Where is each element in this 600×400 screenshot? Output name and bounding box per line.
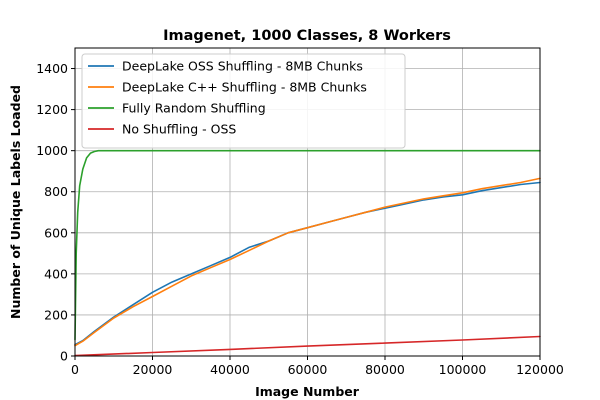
- legend-label: Fully Random Shuffling: [122, 101, 266, 116]
- y-axis-label: Number of Unique Labels Loaded: [8, 85, 23, 319]
- x-tick-label: 100000: [439, 362, 487, 377]
- y-tick-label: 1200: [36, 102, 68, 117]
- x-tick-label: 80000: [365, 362, 405, 377]
- series-layer: [74, 149, 541, 357]
- legend-label: No Shuffling - OSS: [122, 122, 236, 137]
- legend: DeepLake OSS Shuffling - 8MB Chunks DeepL…: [81, 53, 406, 149]
- y-tick-label: 800: [44, 184, 68, 199]
- y-tick-label: 0: [60, 349, 68, 364]
- x-tick-label: 20000: [133, 362, 173, 377]
- legend-label: DeepLake C++ Shuffling - 8MB Chunks: [122, 80, 367, 95]
- axis-ticks: 0 20000 40000 60000 80000 100000 120000 0 200 400…: [36, 61, 564, 377]
- series-line-3: [74, 335, 541, 357]
- x-tick-label: 120000: [516, 362, 564, 377]
- y-tick-label: 1000: [36, 143, 68, 158]
- chart-title: Imagenet, 1000 Classes, 8 Workers: [163, 28, 451, 44]
- x-axis-label: Image Number: [255, 384, 360, 399]
- series-line-2: [74, 149, 541, 341]
- legend-frame: [81, 53, 406, 149]
- y-tick-label: 400: [44, 266, 68, 281]
- y-tick-label: 200: [44, 307, 68, 322]
- series-line-1: [74, 177, 541, 347]
- x-tick-label: 60000: [288, 362, 328, 377]
- y-tick-label: 1400: [36, 61, 68, 76]
- x-tick-label: 40000: [210, 362, 250, 377]
- legend-label: DeepLake OSS Shuffling - 8MB Chunks: [122, 59, 363, 74]
- y-tick-label: 600: [44, 225, 68, 240]
- x-tick-label: 0: [71, 362, 79, 377]
